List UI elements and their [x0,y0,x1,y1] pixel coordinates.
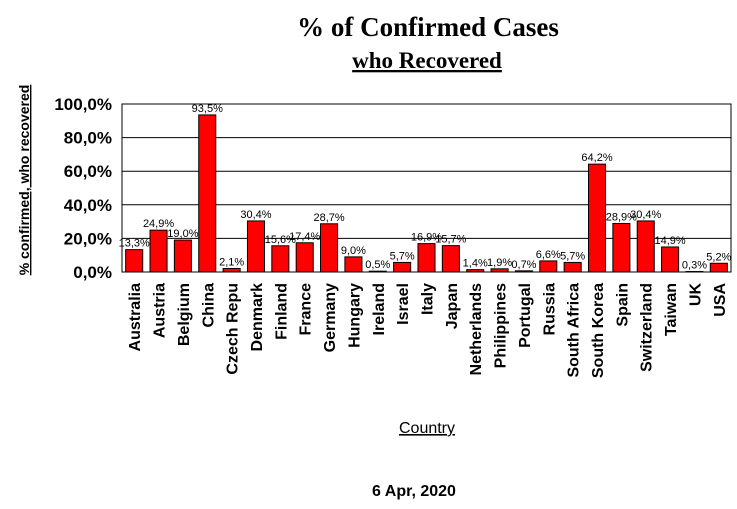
data-label: 16,9% [411,232,442,244]
bar [246,220,266,273]
bar [393,261,412,273]
data-label: 5,2% [706,251,731,263]
y-tick-label: 20,0% [64,229,112,248]
date-footer: 6 Apr, 2020 [372,483,456,500]
data-label: 19,0% [167,228,198,240]
x-tick-label: South Korea [590,283,607,378]
x-tick-label: Japan [444,283,461,329]
bar [612,222,631,273]
x-tick-label: France [298,283,315,336]
x-tick-label: Spain [614,283,631,327]
data-label: 0,5% [365,259,390,271]
y-tick-label: 100,0% [54,95,112,114]
data-label: 17,4% [289,231,320,243]
bar [417,243,436,273]
x-tick-label: Israel [395,283,412,325]
bar [125,249,144,273]
x-tick-label: Germany [322,283,339,352]
data-label: 30,4% [240,209,271,221]
bar [490,268,509,273]
x-tick-label: Hungary [346,283,363,348]
chart-title: % of Confirmed Cases [297,12,559,42]
data-label: 24,9% [143,218,174,230]
y-tick-label: 80,0% [64,129,112,148]
x-tick-label: China [200,283,217,328]
x-tick-label: Finland [273,283,290,340]
x-tick-label: Czech Repu [225,283,242,375]
data-label: 93,5% [192,103,223,115]
bar [685,270,704,273]
bar [271,245,290,273]
x-tick-label: Switzerland [639,283,656,372]
chart-subtitle: who Recovered [352,48,502,73]
data-label: 0,7% [511,259,536,271]
x-tick-label: South Africa [566,283,583,378]
data-label: 14,9% [654,235,685,247]
data-label: 64,2% [581,152,612,164]
bar [709,262,728,273]
data-label: 15,6% [265,234,296,246]
x-tick-label: Russia [541,283,558,336]
data-label: 2,1% [219,256,244,268]
x-tick-label: Portugal [517,283,534,348]
bar [198,114,217,273]
x-tick-label: Belgium [176,283,193,346]
data-label: 30,4% [630,209,661,221]
data-label: 6,6% [536,249,561,261]
plot-area: 0,0% 20,0% 40,0% 60,0% 80,0% 100,0% 13,3% Austr… [54,95,731,378]
data-label: 9,0% [341,245,366,257]
x-tick-label: Philippines [493,283,510,368]
x-tick-label: Austria [152,283,169,338]
data-label: 28,9% [606,211,637,223]
x-tick-label: Ireland [371,283,388,335]
bar [173,239,192,273]
bar [514,270,533,273]
bar [661,246,680,273]
x-tick-label: Denmark [249,283,266,352]
y-tick-label: 0,0% [73,263,112,282]
data-label: 5,7% [390,250,415,262]
y-tick-label: 40,0% [64,196,112,215]
bar [368,270,387,273]
bar [149,229,168,273]
x-tick-label: Italy [420,283,437,315]
bar [320,223,339,273]
bar [222,267,241,273]
x-tick-label: UK [687,283,704,307]
data-label: 0,3% [682,259,707,271]
bar [563,261,582,273]
data-label: 28,7% [313,212,344,224]
data-label: 1,9% [487,257,512,269]
bar [539,260,558,273]
bar [441,245,460,273]
bar [344,256,363,273]
x-tick-label: Australia [127,283,144,352]
bar [295,242,314,273]
bar [636,220,655,273]
data-label: 5,7% [560,250,585,262]
y-axis-label: % confirmed, who recovered [16,85,32,276]
x-axis-label: Country [399,420,455,437]
bar [466,269,485,273]
x-tick-label: Netherlands [468,283,485,376]
x-tick-label: USA [712,283,729,317]
data-label: 15,7% [435,234,466,246]
data-label: 13,3% [119,238,150,250]
bar [587,163,607,273]
y-tick-label: 60,0% [64,162,112,181]
x-tick-label: Taiwan [663,283,680,336]
data-label: 1,4% [463,258,488,270]
